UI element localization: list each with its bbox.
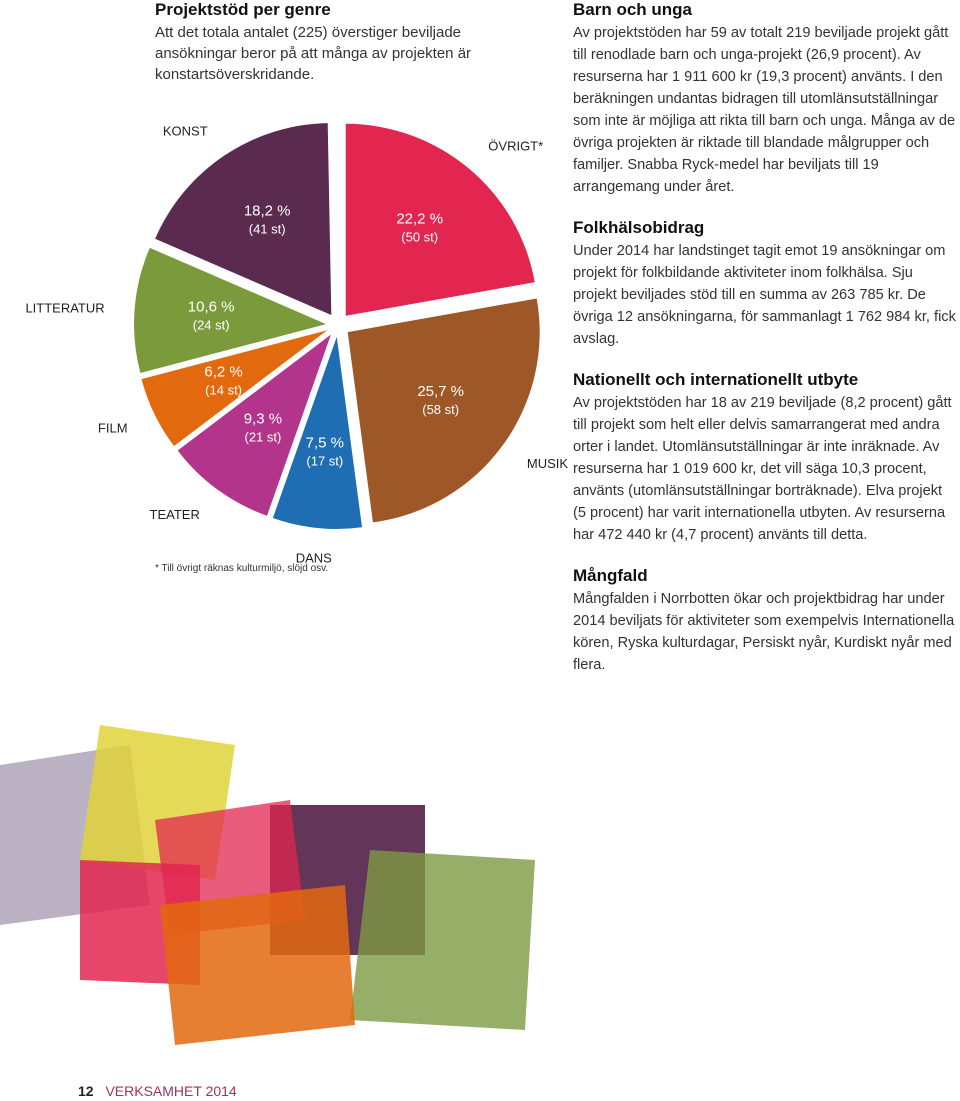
section-title: Folkhälsobidrag bbox=[573, 218, 705, 237]
pie-slice bbox=[347, 298, 540, 523]
pie-slice bbox=[272, 336, 363, 529]
category-label: KONST bbox=[163, 124, 208, 139]
value-label: 25,7 % bbox=[417, 383, 464, 400]
category-label: DANS bbox=[296, 551, 332, 566]
category-label: TEATER bbox=[150, 507, 200, 522]
section-text: Under 2014 har landstinget tagit emot 19… bbox=[573, 243, 956, 347]
text-column: Barn och unga Av projektstöden har 59 av … bbox=[573, 0, 959, 696]
section-text: Av projektstöden har 18 av 219 beviljade… bbox=[573, 395, 952, 543]
deco-square bbox=[160, 885, 355, 1045]
intro: Projektstöd per genre Att det totala ant… bbox=[155, 0, 530, 85]
page-number: 12 bbox=[78, 1083, 94, 1099]
section-text: Mångfalden i Norrbotten ökar och projekt… bbox=[573, 591, 955, 673]
pie-slice bbox=[134, 247, 327, 374]
value-label: 18,2 % bbox=[244, 202, 291, 219]
footer: 12 VERKSAMHET 2014 bbox=[78, 1083, 237, 1099]
intro-title: Projektstöd per genre bbox=[155, 0, 331, 19]
category-label: LITTERATUR bbox=[25, 300, 104, 315]
section: Mångfald Mångfalden i Norrbotten ökar och… bbox=[573, 566, 959, 676]
count-label: (17 st) bbox=[306, 454, 343, 469]
pie-slice bbox=[155, 123, 332, 316]
section: Folkhälsobidrag Under 2014 har landstinge… bbox=[573, 218, 959, 350]
section-title: Nationellt och internationellt utbyte bbox=[573, 370, 859, 389]
value-label: 10,6 % bbox=[188, 298, 235, 315]
section-title: Mångfald bbox=[573, 566, 648, 585]
count-label: (14 st) bbox=[205, 383, 242, 398]
count-label: (24 st) bbox=[193, 317, 230, 332]
decoration bbox=[0, 725, 535, 1045]
count-label: (21 st) bbox=[244, 430, 281, 445]
section-text: Av projektstöden har 59 av totalt 219 be… bbox=[573, 25, 956, 195]
section-title: Barn och unga bbox=[573, 0, 693, 19]
value-label: 7,5 % bbox=[306, 435, 344, 452]
pie-slice bbox=[177, 334, 331, 516]
pie-slice bbox=[345, 123, 535, 316]
footnote: * Till övrigt räknas kulturmiljö, slöjd … bbox=[155, 563, 328, 574]
category-label: ÖVRIGT* bbox=[488, 139, 543, 154]
count-label: (41 st) bbox=[249, 221, 286, 236]
category-label: MUSIK bbox=[527, 456, 569, 471]
value-label: 6,2 % bbox=[204, 364, 242, 381]
section: Nationellt och internationellt utbyte Av … bbox=[573, 370, 959, 546]
deco-square bbox=[350, 850, 535, 1030]
pie-slice bbox=[141, 330, 328, 447]
footer-label: VERKSAMHET 2014 bbox=[105, 1083, 237, 1099]
pie-chart: 22,2 % (50 st) ÖVRIGT* 25,7 % (58 st) MUSIK 7,… bbox=[25, 123, 568, 566]
count-label: (50 st) bbox=[401, 230, 438, 245]
intro-text: Att det totala antalet (225) överstiger … bbox=[155, 24, 472, 83]
value-label: 9,3 % bbox=[244, 411, 282, 428]
category-label: FILM bbox=[98, 420, 128, 435]
count-label: (58 st) bbox=[422, 402, 459, 417]
value-label: 22,2 % bbox=[396, 211, 443, 228]
section: Barn och unga Av projektstöden har 59 av … bbox=[573, 0, 959, 198]
